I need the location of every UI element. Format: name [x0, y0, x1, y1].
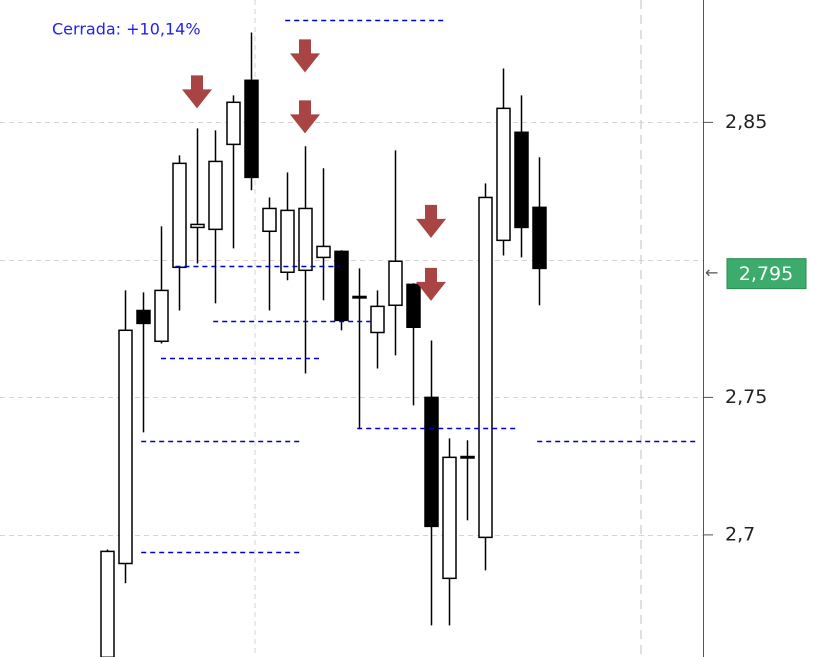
signal-arrow — [416, 204, 446, 238]
candle-body — [334, 250, 349, 322]
candle-body — [478, 196, 493, 539]
candle-body — [208, 160, 223, 231]
price-tag — [726, 258, 807, 290]
candle-body — [388, 260, 403, 307]
candle-body — [406, 283, 421, 329]
candle-body — [244, 79, 259, 179]
y-tick-label: 2,7 — [725, 523, 755, 545]
candle-body — [496, 107, 511, 242]
candle-body — [298, 207, 313, 272]
candle-body — [424, 396, 439, 528]
candle-body — [136, 309, 151, 325]
candle-body — [532, 206, 547, 270]
candle-body — [172, 162, 187, 269]
price-tag-label: 2,795 — [739, 263, 793, 285]
candle-body — [442, 456, 457, 580]
candle-body — [316, 245, 331, 259]
candle-body — [262, 207, 277, 233]
signal-arrow — [182, 75, 212, 109]
price-pointer: ← — [705, 263, 718, 282]
annotation: Cerrada: +10,14% — [52, 20, 201, 39]
candle-body — [118, 329, 133, 565]
candle-body — [280, 209, 295, 274]
candle-body — [370, 305, 385, 334]
candle-body — [190, 223, 205, 229]
candle-body — [352, 295, 367, 299]
y-tick-label: 2,75 — [725, 386, 767, 408]
signal-arrow — [290, 39, 320, 73]
candle-body — [226, 101, 241, 146]
signal-arrow — [416, 267, 446, 301]
signal-arrow — [290, 100, 320, 134]
candle-body — [514, 131, 529, 229]
candle-body — [154, 289, 169, 343]
candle-body — [460, 455, 475, 459]
y-tick-label: 2,85 — [725, 111, 767, 133]
candle-body — [100, 550, 115, 657]
